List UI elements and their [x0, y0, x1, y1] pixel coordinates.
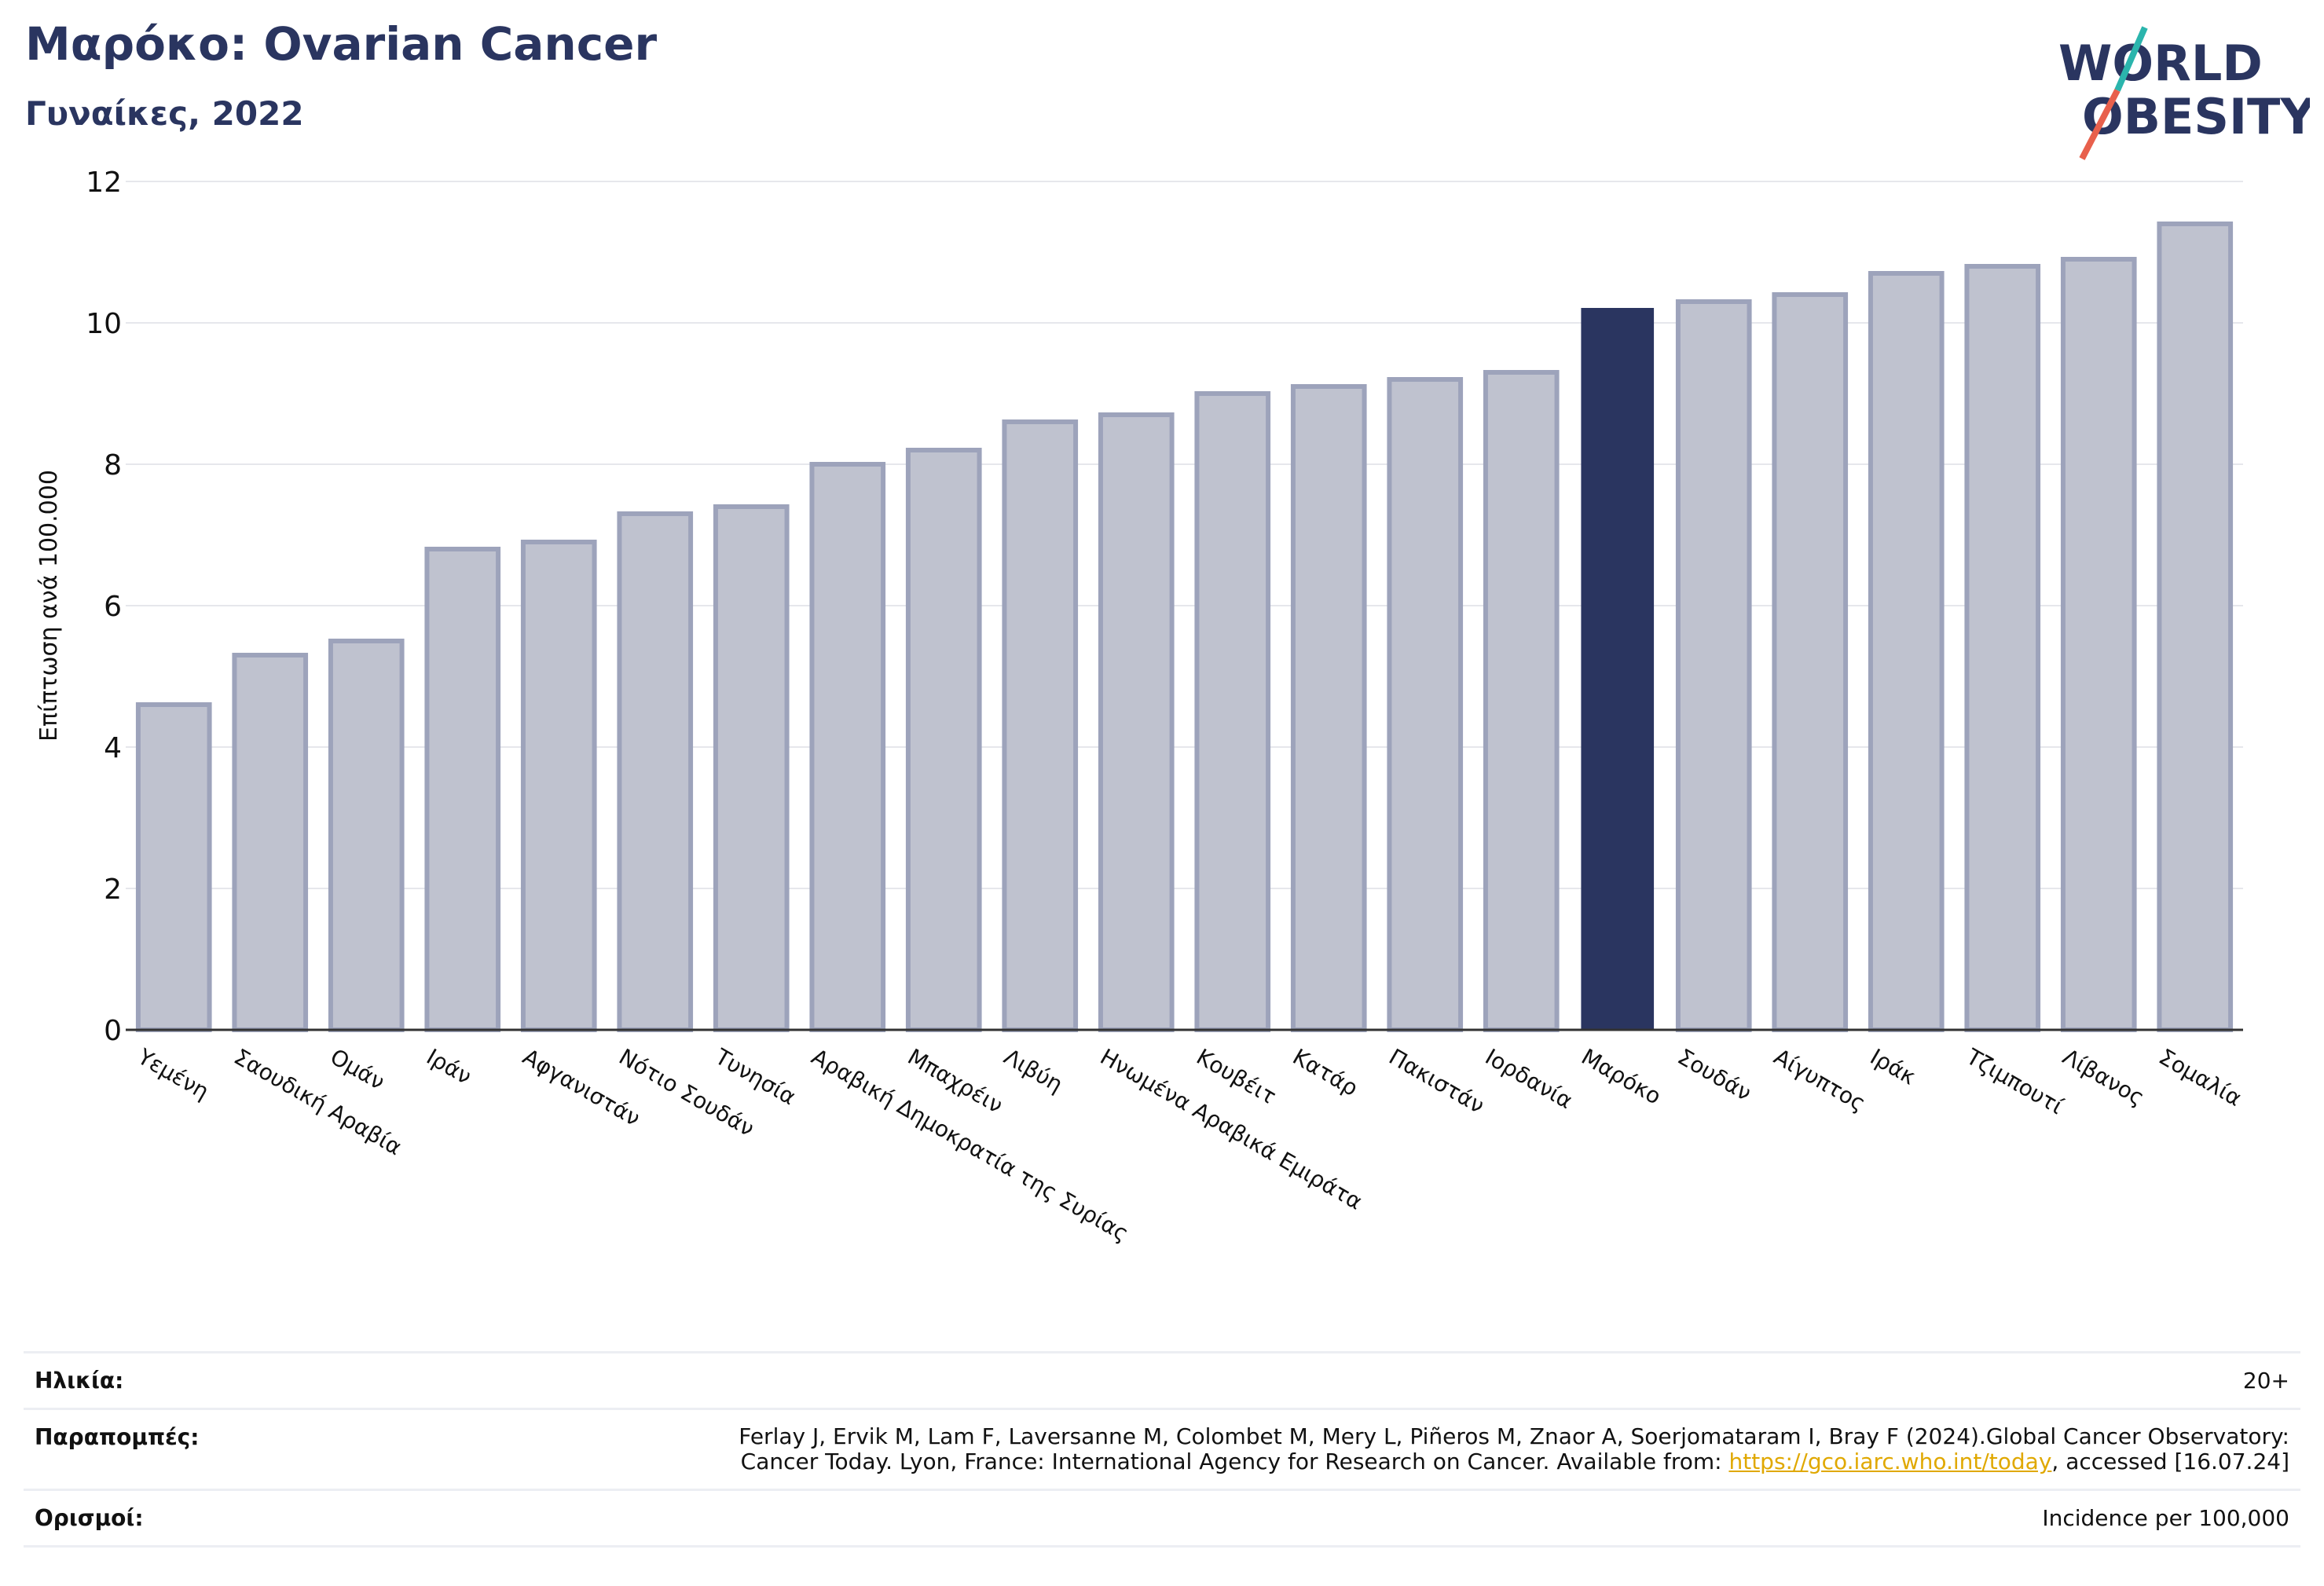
- y-axis-ticks: 0 2 4 6 8 10 12: [86, 167, 122, 1047]
- bar: [2060, 257, 2137, 1032]
- bars: [135, 222, 2234, 1032]
- bar: [1964, 264, 2041, 1032]
- bar: [1194, 391, 1271, 1032]
- refs-text-1: Ferlay J, Ervik M, Lam F, Laversanne M, …: [739, 1423, 2289, 1449]
- x-tick-label: Κατάρ: [1288, 1043, 1362, 1101]
- y-tick-label: 0: [104, 1015, 122, 1047]
- chart-subtitle: Γυναίκες, 2022: [25, 94, 304, 133]
- x-tick-label: Τζιμπουτί: [1961, 1043, 2068, 1119]
- x-tick-label: Ομάν: [326, 1043, 390, 1095]
- logo-slash-teal: [2114, 26, 2148, 92]
- bar: [1002, 419, 1079, 1032]
- x-tick-label: Σομαλία: [2154, 1043, 2246, 1111]
- bar: [1675, 299, 1752, 1032]
- bar: [2157, 222, 2234, 1032]
- footer-refs-row: Παραπομπές: Ferlay J, Ervik M, Lam F, La…: [24, 1408, 2300, 1489]
- bar: [232, 653, 309, 1032]
- refs-label: Παραπομπές:: [35, 1424, 200, 1450]
- bar: [1868, 271, 1945, 1032]
- bar: [1581, 308, 1655, 1031]
- bar: [520, 540, 597, 1032]
- chart-title: Μαρόκο: Ovarian Cancer: [25, 17, 658, 71]
- bar: [1290, 384, 1367, 1032]
- age-label: Ηλικία:: [35, 1368, 124, 1394]
- bar: [135, 702, 212, 1032]
- bar: [1098, 412, 1175, 1032]
- x-tick-label: Λιβύη: [999, 1043, 1067, 1097]
- x-tick-label: Υεμένη: [133, 1043, 214, 1104]
- x-tick-label: Πακιστάν: [1384, 1043, 1489, 1119]
- logo-line1: WORLD: [2058, 35, 2263, 92]
- refs-link[interactable]: https://gco.iarc.who.int/today: [1728, 1449, 2052, 1474]
- logo-slash-red: [2079, 89, 2121, 160]
- y-axis-title: Επίπτωση ανά 100.000: [35, 470, 63, 742]
- y-tick-label: 12: [86, 167, 122, 199]
- y-tick-label: 6: [104, 591, 122, 623]
- bar: [328, 639, 405, 1032]
- bar: [617, 511, 694, 1032]
- x-tick-label: Αίγυπτος: [1769, 1043, 1870, 1116]
- defs-value: Incidence per 100,000: [2042, 1505, 2289, 1531]
- x-tick-label: Ιράκ: [1866, 1043, 1920, 1090]
- world-obesity-logo: WORLD OBESITY: [2058, 26, 2310, 160]
- footer-age-row: Ηλικία: 20+: [24, 1351, 2300, 1408]
- bar: [713, 504, 790, 1032]
- logo-line2: OBESITY: [2082, 88, 2310, 145]
- x-tick-label: Ιράν: [422, 1043, 476, 1090]
- y-tick-label: 2: [104, 874, 122, 906]
- bar: [1483, 370, 1560, 1032]
- footer-table: Ηλικία: 20+ Παραπομπές: Ferlay J, Ervik …: [24, 1351, 2300, 1548]
- defs-label: Ορισμοί:: [35, 1505, 144, 1531]
- x-tick-label: Μαρόκο: [1577, 1043, 1666, 1109]
- y-tick-label: 8: [104, 449, 122, 482]
- bar: [1772, 292, 1849, 1032]
- refs-text-3: , accessed [16.07.24]: [2051, 1449, 2289, 1474]
- age-value: 20+: [2242, 1368, 2289, 1394]
- x-tick-label: Ιορδανία: [1481, 1043, 1577, 1114]
- footer-defs-row: Ορισμοί: Incidence per 100,000: [24, 1489, 2300, 1548]
- bar: [424, 547, 501, 1032]
- x-tick-label: Σαουδική Αραβία: [229, 1043, 406, 1160]
- bar: [1387, 377, 1464, 1032]
- refs-text: Ferlay J, Ervik M, Lam F, Laversanne M, …: [739, 1424, 2289, 1474]
- refs-text-2: Cancer Today. Lyon, France: Internationa…: [740, 1449, 1729, 1474]
- bar: [809, 462, 886, 1032]
- y-tick-label: 10: [86, 308, 122, 340]
- x-tick-label: Λίβανος: [2058, 1043, 2149, 1111]
- x-tick-label: Σουδάν: [1673, 1043, 1756, 1106]
- bar: [905, 448, 982, 1032]
- y-tick-label: 4: [104, 732, 122, 764]
